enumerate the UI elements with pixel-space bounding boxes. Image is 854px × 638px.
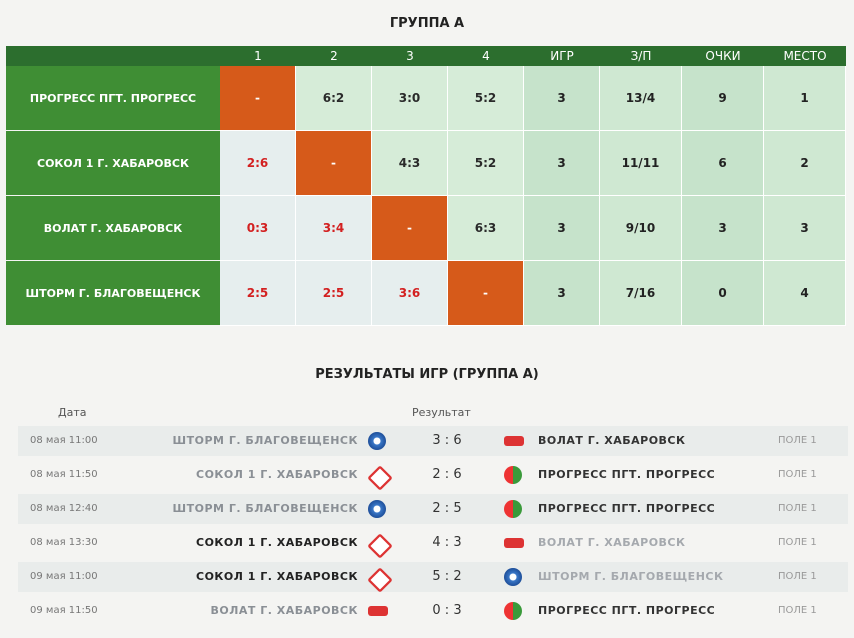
result-row: 08 мая 13:30 СОКОЛ 1 Г. ХАБАРОВСК 4 : 3 ВОЛ… <box>18 528 848 559</box>
header-goals: З/П <box>600 46 682 66</box>
score-cell: 5:2 <box>448 131 524 196</box>
header-games: ИГР <box>524 46 600 66</box>
score-cell: 2:5 <box>220 261 296 326</box>
game-date: 08 мая 11:50 <box>30 469 98 480</box>
score-cell: 3:4 <box>296 196 372 261</box>
away-team: ВОЛАТ Г. ХАБАРОВСК <box>538 536 686 549</box>
score-cell: 6:3 <box>448 196 524 261</box>
game-score: 2 : 5 <box>432 501 462 516</box>
away-team: ПРОГРЕСС ПГТ. ПРОГРЕСС <box>538 468 716 481</box>
shtorm-logo-icon <box>368 432 386 450</box>
score-cell: 5:2 <box>448 66 524 131</box>
away-team: ШТОРМ Г. БЛАГОВЕЩЕНСК <box>538 570 724 583</box>
header-place: МЕСТО <box>764 46 846 66</box>
stat-points: 9 <box>682 66 764 131</box>
home-team: ШТОРМ Г. БЛАГОВЕЩЕНСК <box>172 434 358 447</box>
team-name: ШТОРМ Г. БЛАГОВЕЩЕНСК <box>6 261 220 325</box>
stat-gd: 7/16 <box>600 261 682 326</box>
score-cell: 2:5 <box>296 261 372 326</box>
game-score: 5 : 2 <box>432 569 462 584</box>
result-row: 09 мая 11:00 СОКОЛ 1 Г. ХАБАРОВСК 5 : 2 ШТО… <box>18 562 848 593</box>
result-header: Результат <box>412 406 471 419</box>
progress-logo-icon <box>504 466 522 484</box>
stat-games: 3 <box>524 261 600 326</box>
volat-logo-icon <box>368 606 388 616</box>
home-team: СОКОЛ 1 Г. ХАБАРОВСК <box>196 468 358 481</box>
game-score: 2 : 6 <box>432 467 462 482</box>
stat-gd: 11/11 <box>600 131 682 196</box>
score-cell: - <box>220 66 296 131</box>
home-team: ШТОРМ Г. БЛАГОВЕЩЕНСК <box>172 502 358 515</box>
volat-logo-icon <box>504 538 524 548</box>
score-cell: - <box>448 261 524 326</box>
stat-games: 3 <box>524 66 600 131</box>
result-row: 08 мая 11:00 ШТОРМ Г. БЛАГОВЕЩЕНСК 3 : 6 ВО… <box>18 426 848 456</box>
away-team: ПРОГРЕСС ПГТ. ПРОГРЕСС <box>538 604 716 617</box>
away-team: ВОЛАТ Г. ХАБАРОВСК <box>538 434 686 447</box>
header-col-3: 3 <box>372 46 448 66</box>
field-label: ПОЛЕ 1 <box>778 571 817 582</box>
game-date: 09 мая 11:50 <box>30 605 98 616</box>
field-label: ПОЛЕ 1 <box>778 469 817 480</box>
result-row: 08 мая 12:40 ШТОРМ Г. БЛАГОВЕЩЕНСК 2 : 5 ПР… <box>18 494 848 524</box>
group-title: ГРУППА А <box>389 16 465 31</box>
score-cell: 4:3 <box>372 131 448 196</box>
progress-logo-icon <box>504 500 522 518</box>
stat-place: 1 <box>764 66 846 131</box>
stat-gd: 9/10 <box>600 196 682 261</box>
game-date: 08 мая 12:40 <box>30 503 98 514</box>
field-label: ПОЛЕ 1 <box>778 435 817 446</box>
score-cell: 6:2 <box>296 66 372 131</box>
volat-logo-icon <box>504 436 524 446</box>
standings-table: 1 2 3 4 ИГР З/П ОЧКИ МЕСТО ПРОГРЕСС ПГТ.… <box>6 46 846 327</box>
result-row: 09 мая 11:50 ВОЛАТ Г. ХАБАРОВСК 0 : 3 ПРОГР… <box>18 596 848 626</box>
game-date: 08 мая 13:30 <box>30 537 98 548</box>
team-name: ВОЛАТ Г. ХАБАРОВСК <box>6 196 220 260</box>
score-cell: 3:6 <box>372 261 448 326</box>
date-header: Дата <box>58 406 87 419</box>
stat-points: 0 <box>682 261 764 326</box>
game-score: 0 : 3 <box>432 603 462 618</box>
game-date: 08 мая 11:00 <box>30 435 98 446</box>
sokol-logo-icon <box>367 465 393 491</box>
game-date: 09 мая 11:00 <box>30 571 98 582</box>
game-score: 3 : 6 <box>432 433 462 448</box>
header-col-1: 1 <box>220 46 296 66</box>
stat-place: 2 <box>764 131 846 196</box>
stat-games: 3 <box>524 131 600 196</box>
game-score: 4 : 3 <box>432 535 462 550</box>
stat-points: 6 <box>682 131 764 196</box>
team-name: СОКОЛ 1 Г. ХАБАРОВСК <box>6 131 220 195</box>
stat-gd: 13/4 <box>600 66 682 131</box>
header-col-2: 2 <box>296 46 372 66</box>
result-row: 08 мая 11:50 СОКОЛ 1 Г. ХАБАРОВСК 2 : 6 ПРО… <box>18 460 848 491</box>
score-cell: 0:3 <box>220 196 296 261</box>
shtorm-logo-icon <box>504 568 522 586</box>
header-team <box>6 46 220 66</box>
field-label: ПОЛЕ 1 <box>778 537 817 548</box>
shtorm-logo-icon <box>368 500 386 518</box>
field-label: ПОЛЕ 1 <box>778 605 817 616</box>
home-team: СОКОЛ 1 Г. ХАБАРОВСК <box>196 570 358 583</box>
sokol-logo-icon <box>367 567 393 593</box>
header-points: ОЧКИ <box>682 46 764 66</box>
home-team: СОКОЛ 1 Г. ХАБАРОВСК <box>196 536 358 549</box>
score-cell: - <box>372 196 448 261</box>
stat-place: 4 <box>764 261 846 326</box>
progress-logo-icon <box>504 602 522 620</box>
home-team: ВОЛАТ Г. ХАБАРОВСК <box>210 604 358 617</box>
stat-games: 3 <box>524 196 600 261</box>
results-list: Дата Результат 08 мая 11:00 ШТОРМ Г. БЛАГ… <box>0 398 854 638</box>
score-cell: 2:6 <box>220 131 296 196</box>
sokol-logo-icon <box>367 533 393 559</box>
results-title: РЕЗУЛЬТАТЫ ИГР (ГРУППА А) <box>315 367 539 382</box>
header-col-4: 4 <box>448 46 524 66</box>
score-cell: - <box>296 131 372 196</box>
field-label: ПОЛЕ 1 <box>778 503 817 514</box>
stat-place: 3 <box>764 196 846 261</box>
stat-points: 3 <box>682 196 764 261</box>
away-team: ПРОГРЕСС ПГТ. ПРОГРЕСС <box>538 502 716 515</box>
score-cell: 3:0 <box>372 66 448 131</box>
team-name: ПРОГРЕСС ПГТ. ПРОГРЕСС <box>6 66 220 130</box>
